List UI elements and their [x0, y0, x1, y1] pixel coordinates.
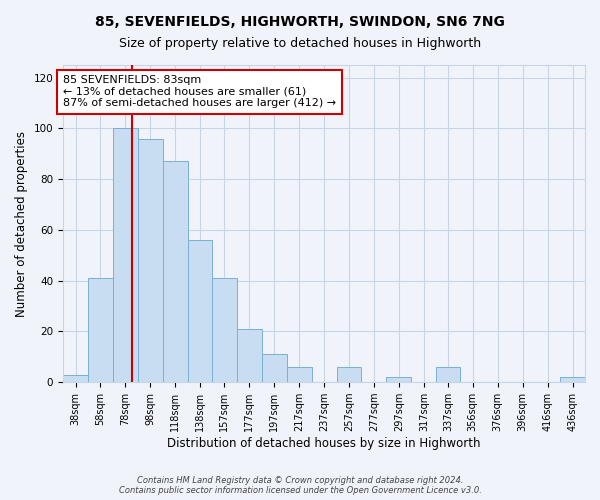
X-axis label: Distribution of detached houses by size in Highworth: Distribution of detached houses by size …: [167, 437, 481, 450]
Bar: [138, 138, 163, 382]
Bar: [113, 128, 138, 382]
Bar: [188, 240, 212, 382]
Bar: [560, 377, 585, 382]
Bar: [163, 162, 188, 382]
Text: Contains HM Land Registry data © Crown copyright and database right 2024.
Contai: Contains HM Land Registry data © Crown c…: [119, 476, 481, 495]
Text: 85, SEVENFIELDS, HIGHWORTH, SWINDON, SN6 7NG: 85, SEVENFIELDS, HIGHWORTH, SWINDON, SN6…: [95, 15, 505, 29]
Bar: [337, 367, 361, 382]
Bar: [262, 354, 287, 382]
Bar: [88, 278, 113, 382]
Bar: [436, 367, 460, 382]
Text: Size of property relative to detached houses in Highworth: Size of property relative to detached ho…: [119, 38, 481, 51]
Bar: [236, 329, 262, 382]
Y-axis label: Number of detached properties: Number of detached properties: [15, 130, 28, 316]
Bar: [386, 377, 412, 382]
Bar: [287, 367, 311, 382]
Bar: [63, 374, 88, 382]
Text: 85 SEVENFIELDS: 83sqm
← 13% of detached houses are smaller (61)
87% of semi-deta: 85 SEVENFIELDS: 83sqm ← 13% of detached …: [63, 75, 336, 108]
Bar: [212, 278, 236, 382]
